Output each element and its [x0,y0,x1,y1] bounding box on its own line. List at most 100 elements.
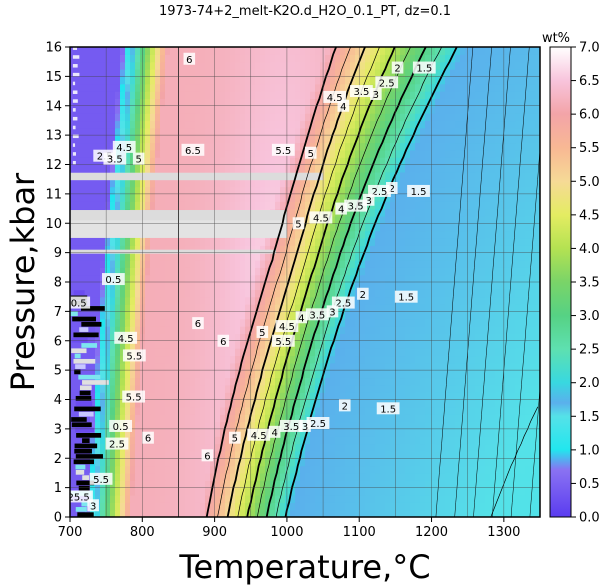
heatmap-cell [515,399,521,408]
heatmap-cell [410,193,416,202]
heatmap-cell [345,450,351,459]
heatmap-cell [475,333,481,342]
heatmap-cell [470,355,476,364]
heatmap-cell [340,377,346,386]
heatmap-cell [435,149,441,158]
heatmap-cell [445,502,451,511]
heatmap-cell [145,289,151,298]
heatmap-cell [280,458,286,467]
heatmap-cell [185,274,191,283]
heatmap-cell [150,458,156,467]
heatmap-cell [140,384,146,393]
heatmap-cell [470,399,476,408]
heatmap-cell [215,406,221,415]
heatmap-cell [110,480,116,489]
heatmap-cell [135,472,141,481]
heatmap-cell [495,436,501,445]
heatmap-cell [190,304,196,312]
heatmap-cell [460,252,466,261]
heatmap-cell [530,340,536,349]
heatmap-cell [360,428,366,437]
heatmap-cell [220,274,226,283]
heatmap-cell [180,186,186,195]
heatmap-cell [95,135,101,144]
heatmap-cell [260,252,266,261]
heatmap-cell [415,208,421,217]
heatmap-cell [395,421,401,430]
heatmap-cell [200,311,206,320]
heatmap-cell [285,135,291,144]
heatmap-cell [515,509,521,517]
heatmap-cell [180,370,186,379]
heatmap-cell [225,179,231,188]
heatmap-cell [165,142,171,151]
heatmap-cell [310,370,316,379]
heatmap-cell [210,259,216,268]
heatmap-cell [505,304,511,312]
heatmap-cell [140,502,146,511]
heatmap-cell [120,480,126,489]
heatmap-cell [445,340,451,349]
heatmap-cell [230,259,236,268]
heatmap-cell [330,223,336,232]
heatmap-cell [270,304,276,312]
heatmap-cell [325,487,331,496]
heatmap-cell [300,245,306,254]
heatmap-cell [185,487,191,496]
heatmap-cell [90,399,96,408]
heatmap-cell [520,421,526,430]
heatmap-cell [415,223,421,232]
heatmap-cell [220,502,226,511]
heatmap-cell [300,267,306,276]
heatmap-cell [495,215,501,224]
heatmap-cell [490,406,496,415]
heatmap-cell [485,171,491,180]
heatmap-cell [105,340,111,349]
heatmap-cell [365,450,371,459]
heatmap-cell [130,384,136,393]
heatmap-cell [205,436,211,445]
heatmap-cell [125,399,131,408]
heatmap-cell [360,399,366,408]
heatmap-cell [370,487,376,496]
heatmap-cell [165,157,171,166]
heatmap-cell [325,274,331,283]
heatmap-cell [455,149,461,158]
heatmap-cell [335,282,341,290]
heatmap-cell [530,465,536,474]
heatmap-cell [190,465,196,474]
heatmap-cell [290,157,296,166]
heatmap-cell [190,164,196,173]
heatmap-cell [515,142,521,151]
heatmap-cell [520,318,526,327]
heatmap-cell [205,333,211,342]
heatmap-cell [320,223,326,232]
heatmap-cell [510,282,516,290]
heatmap-cell [430,450,436,459]
heatmap-cell [260,282,266,290]
heatmap-cell [150,282,156,290]
heatmap-cell [140,414,146,423]
heatmap-cell [450,414,456,423]
heatmap-cell [510,304,516,312]
heatmap-cell [390,414,396,423]
heatmap-cell [470,193,476,202]
heatmap-cell [520,171,526,180]
heatmap-cell [280,157,286,166]
heatmap-cell [420,259,426,268]
heatmap-cell [520,179,526,188]
heatmap-cell [325,127,331,136]
heatmap-cell [155,259,161,268]
heatmap-cell [370,465,376,474]
heatmap-cell [380,502,386,511]
heatmap-cell [205,252,211,261]
heatmap-cell [115,502,121,511]
heatmap-cell [505,135,511,144]
heatmap-cell [200,348,206,357]
heatmap-cell [210,201,216,210]
heatmap-cell [225,157,231,166]
heatmap-cell [260,259,266,268]
heatmap-cell [160,472,166,481]
heatmap-cell [300,135,306,144]
heatmap-cell [385,450,391,459]
